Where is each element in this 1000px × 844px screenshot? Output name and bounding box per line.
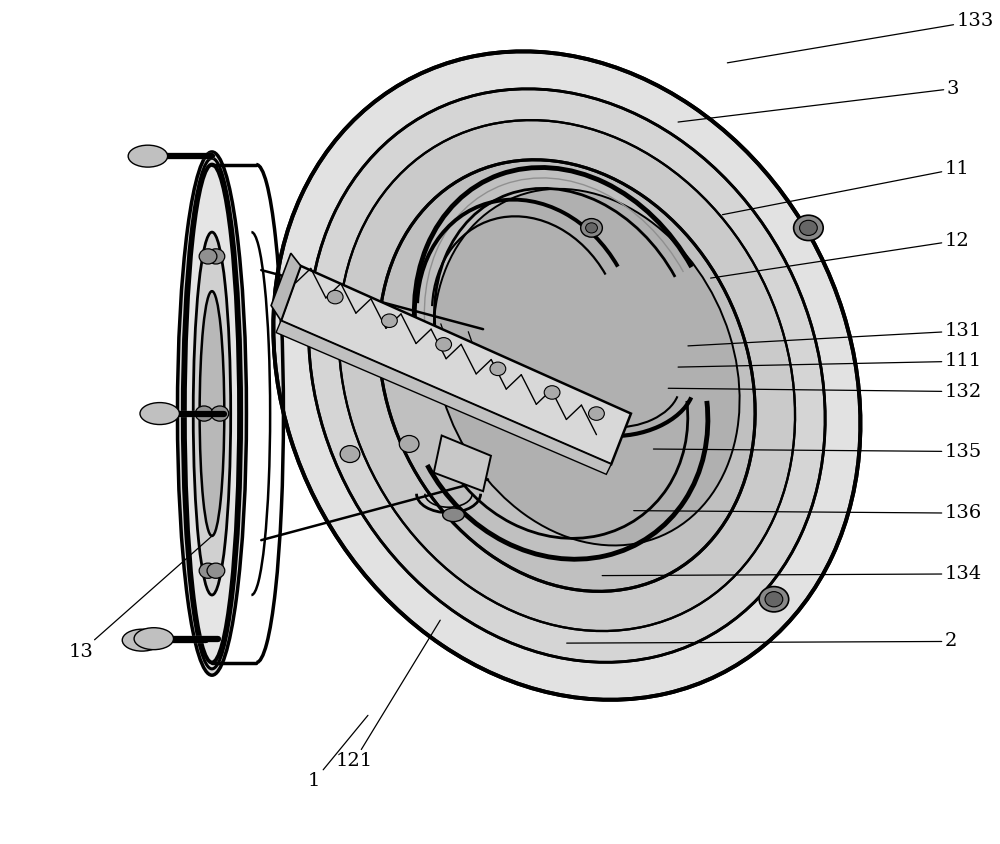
Ellipse shape xyxy=(544,386,560,399)
Ellipse shape xyxy=(434,189,740,545)
Ellipse shape xyxy=(128,145,168,167)
Ellipse shape xyxy=(185,165,239,663)
Ellipse shape xyxy=(320,314,340,331)
Text: 132: 132 xyxy=(668,382,982,401)
Polygon shape xyxy=(434,436,491,491)
Ellipse shape xyxy=(177,152,246,675)
Text: 135: 135 xyxy=(653,442,982,461)
Ellipse shape xyxy=(490,362,506,376)
Ellipse shape xyxy=(195,406,213,421)
Text: 134: 134 xyxy=(602,565,982,583)
Ellipse shape xyxy=(134,628,174,650)
Ellipse shape xyxy=(765,592,783,607)
Text: 131: 131 xyxy=(688,322,982,346)
Text: 11: 11 xyxy=(722,160,969,214)
Ellipse shape xyxy=(384,334,404,351)
Ellipse shape xyxy=(589,407,604,420)
Ellipse shape xyxy=(379,160,755,592)
Ellipse shape xyxy=(193,232,231,595)
Ellipse shape xyxy=(443,508,464,522)
Text: 121: 121 xyxy=(336,620,440,771)
Ellipse shape xyxy=(122,629,162,651)
Ellipse shape xyxy=(207,563,225,578)
Ellipse shape xyxy=(586,223,597,233)
Ellipse shape xyxy=(794,215,823,241)
Ellipse shape xyxy=(273,51,860,700)
Ellipse shape xyxy=(207,249,225,264)
Ellipse shape xyxy=(199,249,217,264)
Ellipse shape xyxy=(182,158,242,668)
Text: 3: 3 xyxy=(678,79,959,122)
Ellipse shape xyxy=(399,436,419,452)
Text: 1: 1 xyxy=(308,716,368,790)
Ellipse shape xyxy=(800,220,817,235)
Ellipse shape xyxy=(581,219,602,237)
Text: 13: 13 xyxy=(69,535,213,661)
Ellipse shape xyxy=(309,89,825,663)
Ellipse shape xyxy=(382,314,397,327)
Polygon shape xyxy=(276,321,611,474)
Ellipse shape xyxy=(199,563,217,578)
Ellipse shape xyxy=(200,291,224,536)
Ellipse shape xyxy=(140,403,179,425)
Text: 12: 12 xyxy=(711,231,969,279)
Ellipse shape xyxy=(339,120,795,631)
Text: 2: 2 xyxy=(567,632,957,651)
Text: 136: 136 xyxy=(634,504,982,522)
Polygon shape xyxy=(271,253,301,321)
Ellipse shape xyxy=(436,338,452,351)
Ellipse shape xyxy=(340,446,360,463)
Ellipse shape xyxy=(327,290,343,304)
Ellipse shape xyxy=(759,587,789,612)
Ellipse shape xyxy=(211,406,229,421)
Polygon shape xyxy=(281,266,631,464)
Text: 111: 111 xyxy=(678,352,982,371)
Text: 133: 133 xyxy=(727,12,994,62)
